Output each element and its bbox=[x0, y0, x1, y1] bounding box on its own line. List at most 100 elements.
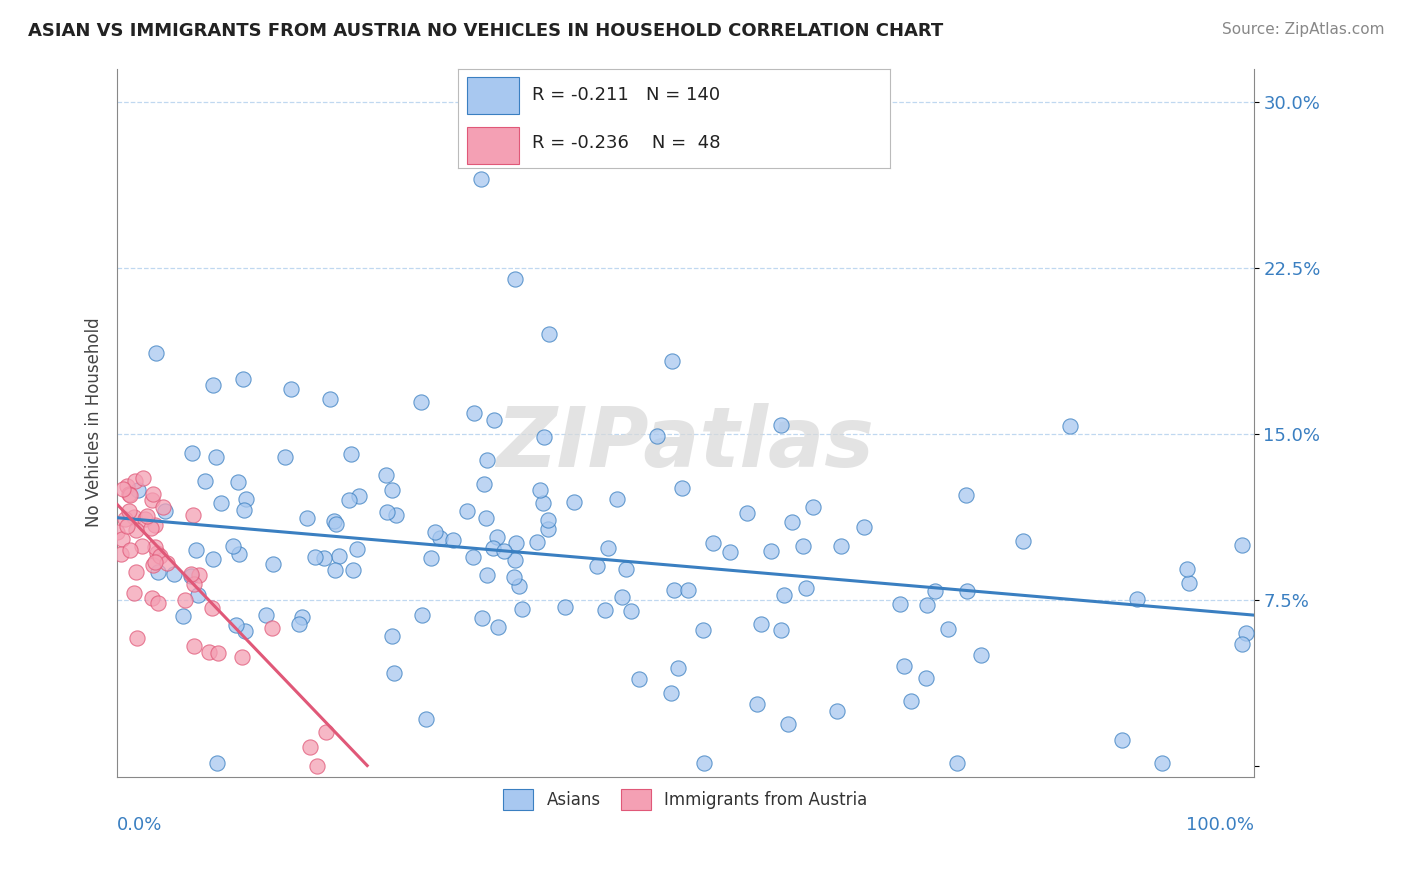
Point bbox=[280, 382, 302, 396]
Point bbox=[470, 172, 492, 186]
Point bbox=[759, 543, 782, 558]
Point bbox=[662, 583, 685, 598]
Point bbox=[702, 536, 724, 550]
Point bbox=[598, 541, 620, 555]
Point bbox=[127, 483, 149, 497]
Point bbox=[1234, 626, 1257, 640]
Point bbox=[146, 596, 169, 610]
Point bbox=[222, 539, 245, 553]
Point bbox=[124, 586, 146, 600]
Point bbox=[585, 558, 607, 573]
Legend: Asians, Immigrants from Austria: Asians, Immigrants from Austria bbox=[495, 780, 876, 818]
Point bbox=[492, 543, 515, 558]
Point bbox=[554, 600, 576, 615]
Point bbox=[718, 544, 741, 558]
Point bbox=[666, 660, 689, 674]
Point bbox=[205, 450, 228, 464]
Point bbox=[474, 476, 496, 491]
Point bbox=[463, 406, 485, 420]
Point bbox=[254, 608, 277, 623]
Point bbox=[606, 491, 628, 506]
Point bbox=[181, 508, 204, 522]
Point bbox=[503, 570, 526, 584]
Point bbox=[125, 631, 148, 645]
Point bbox=[111, 532, 134, 546]
Point bbox=[232, 372, 254, 386]
Point bbox=[207, 646, 229, 660]
Point bbox=[233, 624, 256, 638]
Point bbox=[287, 617, 309, 632]
Point bbox=[156, 556, 179, 570]
Point bbox=[141, 591, 163, 605]
Point bbox=[945, 756, 967, 771]
Point bbox=[900, 694, 922, 708]
Point bbox=[117, 518, 139, 533]
Point bbox=[131, 539, 153, 553]
Point bbox=[120, 488, 142, 502]
Point bbox=[661, 353, 683, 368]
Point bbox=[645, 429, 668, 443]
Point bbox=[1111, 733, 1133, 747]
Point bbox=[745, 698, 768, 712]
Point bbox=[1011, 534, 1033, 549]
Point bbox=[475, 511, 498, 525]
Point bbox=[529, 483, 551, 497]
Point bbox=[620, 604, 643, 618]
Point bbox=[505, 536, 527, 550]
Point bbox=[659, 686, 682, 700]
Point bbox=[482, 413, 505, 427]
Point bbox=[411, 607, 433, 622]
Point bbox=[381, 483, 404, 497]
Point bbox=[627, 672, 650, 686]
Point bbox=[226, 475, 249, 489]
Point bbox=[1232, 637, 1254, 651]
Point bbox=[114, 511, 136, 525]
Point bbox=[770, 417, 793, 432]
Point bbox=[117, 504, 139, 518]
Point bbox=[125, 565, 148, 579]
Point bbox=[202, 377, 225, 392]
Point bbox=[328, 549, 350, 564]
Point bbox=[118, 543, 141, 558]
Point bbox=[235, 491, 257, 506]
Point bbox=[273, 450, 295, 464]
Point bbox=[194, 474, 217, 488]
Point bbox=[385, 508, 408, 523]
Point bbox=[260, 621, 283, 635]
Point bbox=[503, 553, 526, 567]
Point bbox=[776, 717, 799, 731]
Text: Source: ZipAtlas.com: Source: ZipAtlas.com bbox=[1222, 22, 1385, 37]
Point bbox=[593, 603, 616, 617]
Point bbox=[110, 547, 132, 561]
Point bbox=[115, 479, 138, 493]
Point bbox=[180, 567, 202, 582]
Point bbox=[143, 555, 166, 569]
Point bbox=[423, 524, 446, 539]
Point bbox=[122, 509, 145, 524]
Point bbox=[415, 712, 437, 726]
Point bbox=[153, 503, 176, 517]
Point bbox=[852, 520, 875, 534]
Point bbox=[232, 503, 254, 517]
Point bbox=[111, 482, 134, 496]
Point bbox=[780, 515, 803, 529]
Point bbox=[441, 533, 464, 547]
Point bbox=[770, 624, 793, 638]
Point bbox=[512, 602, 534, 616]
Point bbox=[1175, 562, 1198, 576]
Point bbox=[801, 500, 824, 515]
Point bbox=[1178, 575, 1201, 590]
Point bbox=[132, 470, 155, 484]
Point bbox=[163, 566, 186, 581]
Point bbox=[970, 648, 993, 663]
Point bbox=[749, 617, 772, 632]
Point bbox=[508, 578, 530, 592]
Point bbox=[485, 530, 508, 544]
Point bbox=[143, 518, 166, 533]
Point bbox=[375, 468, 398, 483]
Point bbox=[337, 493, 360, 508]
Point bbox=[792, 540, 814, 554]
Point bbox=[889, 597, 911, 611]
Point bbox=[124, 475, 146, 489]
Point bbox=[533, 495, 555, 509]
